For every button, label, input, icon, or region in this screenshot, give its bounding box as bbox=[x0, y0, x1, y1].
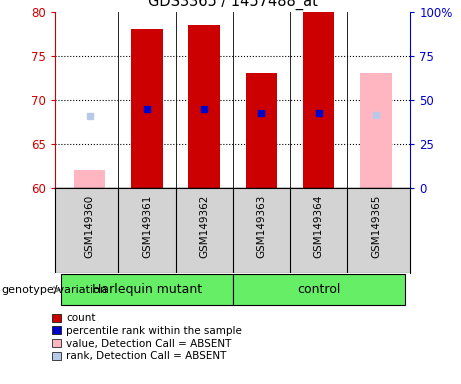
Bar bbox=[246, 73, 277, 188]
Text: GSM149361: GSM149361 bbox=[142, 195, 152, 258]
Bar bbox=[61, 274, 233, 306]
Bar bbox=[131, 29, 163, 188]
Text: Harlequin mutant: Harlequin mutant bbox=[92, 283, 202, 296]
Text: GSM149365: GSM149365 bbox=[371, 195, 381, 258]
Text: control: control bbox=[297, 283, 340, 296]
Text: GSM149364: GSM149364 bbox=[313, 195, 324, 258]
Bar bbox=[189, 25, 220, 188]
Text: GSM149362: GSM149362 bbox=[199, 195, 209, 258]
Text: genotype/variation: genotype/variation bbox=[1, 285, 107, 295]
Bar bbox=[360, 73, 392, 188]
Text: GSM149360: GSM149360 bbox=[85, 195, 95, 258]
Bar bbox=[233, 274, 405, 306]
Text: GSM149363: GSM149363 bbox=[256, 195, 266, 258]
Legend: count, percentile rank within the sample, value, Detection Call = ABSENT, rank, : count, percentile rank within the sample… bbox=[51, 313, 243, 362]
Title: GDS3365 / 1457488_at: GDS3365 / 1457488_at bbox=[148, 0, 318, 10]
Bar bbox=[303, 12, 334, 188]
Bar bbox=[74, 170, 106, 188]
